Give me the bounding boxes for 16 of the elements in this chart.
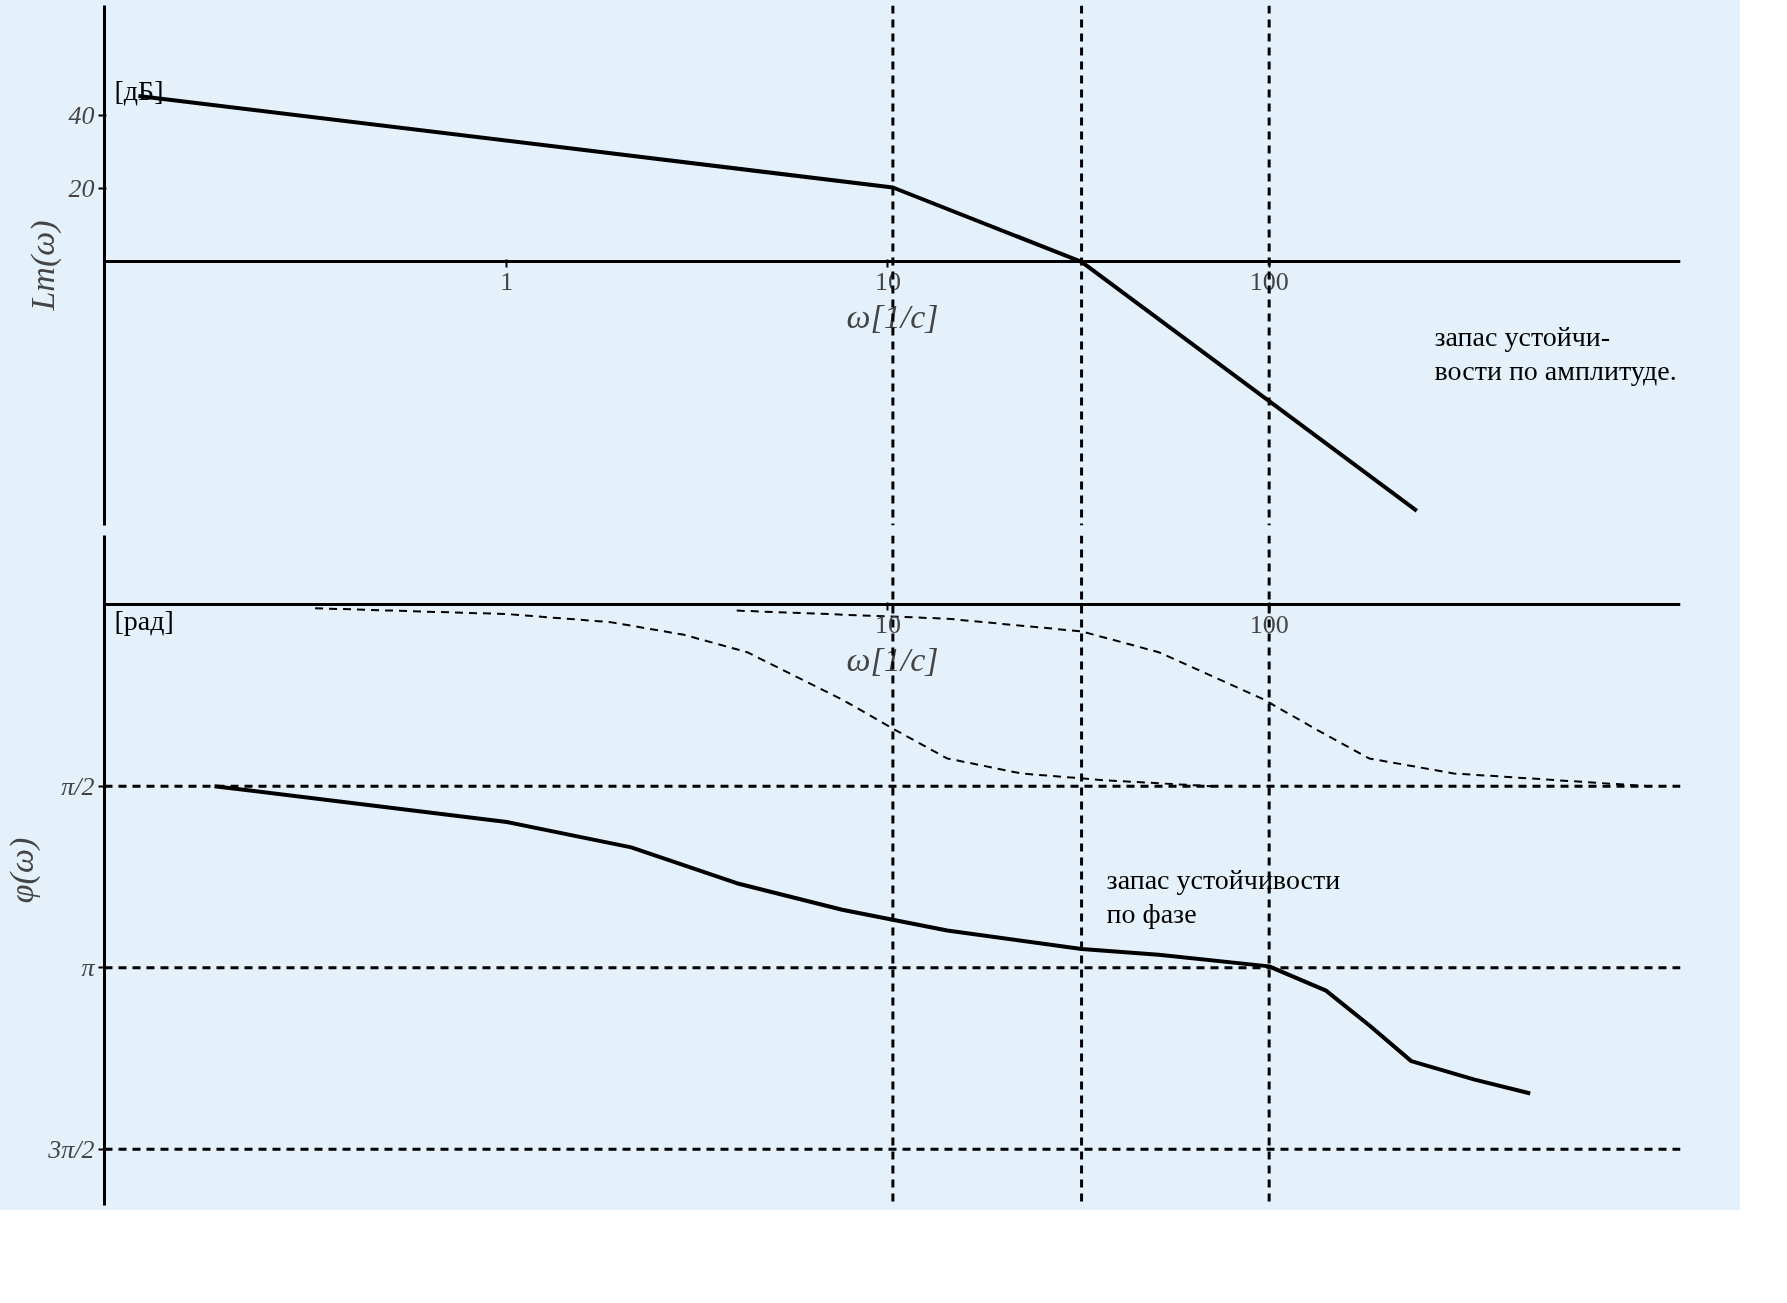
y-tick-label: 3π/2 <box>47 1134 95 1164</box>
y-axis-title: Lm(ω) <box>23 220 62 312</box>
x-tick-label: 100 <box>1249 266 1289 296</box>
y-tick-label: 40 <box>68 100 95 130</box>
y-axis-title: φ(ω) <box>3 837 42 904</box>
x-axis-title: ω[1/c] <box>846 640 939 678</box>
annotation: запас устойчи- вости по амплитуде. <box>1434 320 1677 386</box>
x-axis-title: ω[1/c] <box>846 297 939 335</box>
annotation: запас устойчивости по фазе <box>1106 864 1341 930</box>
y-tick-label: π <box>81 953 96 983</box>
y-tick-label: 20 <box>68 174 95 204</box>
y-tick-label: π/2 <box>61 771 95 801</box>
x-tick-label: 1 <box>500 266 514 296</box>
annotation: [рад] <box>114 604 174 636</box>
x-tick-label: 100 <box>1249 609 1289 639</box>
x-tick-label: 10 <box>874 609 901 639</box>
